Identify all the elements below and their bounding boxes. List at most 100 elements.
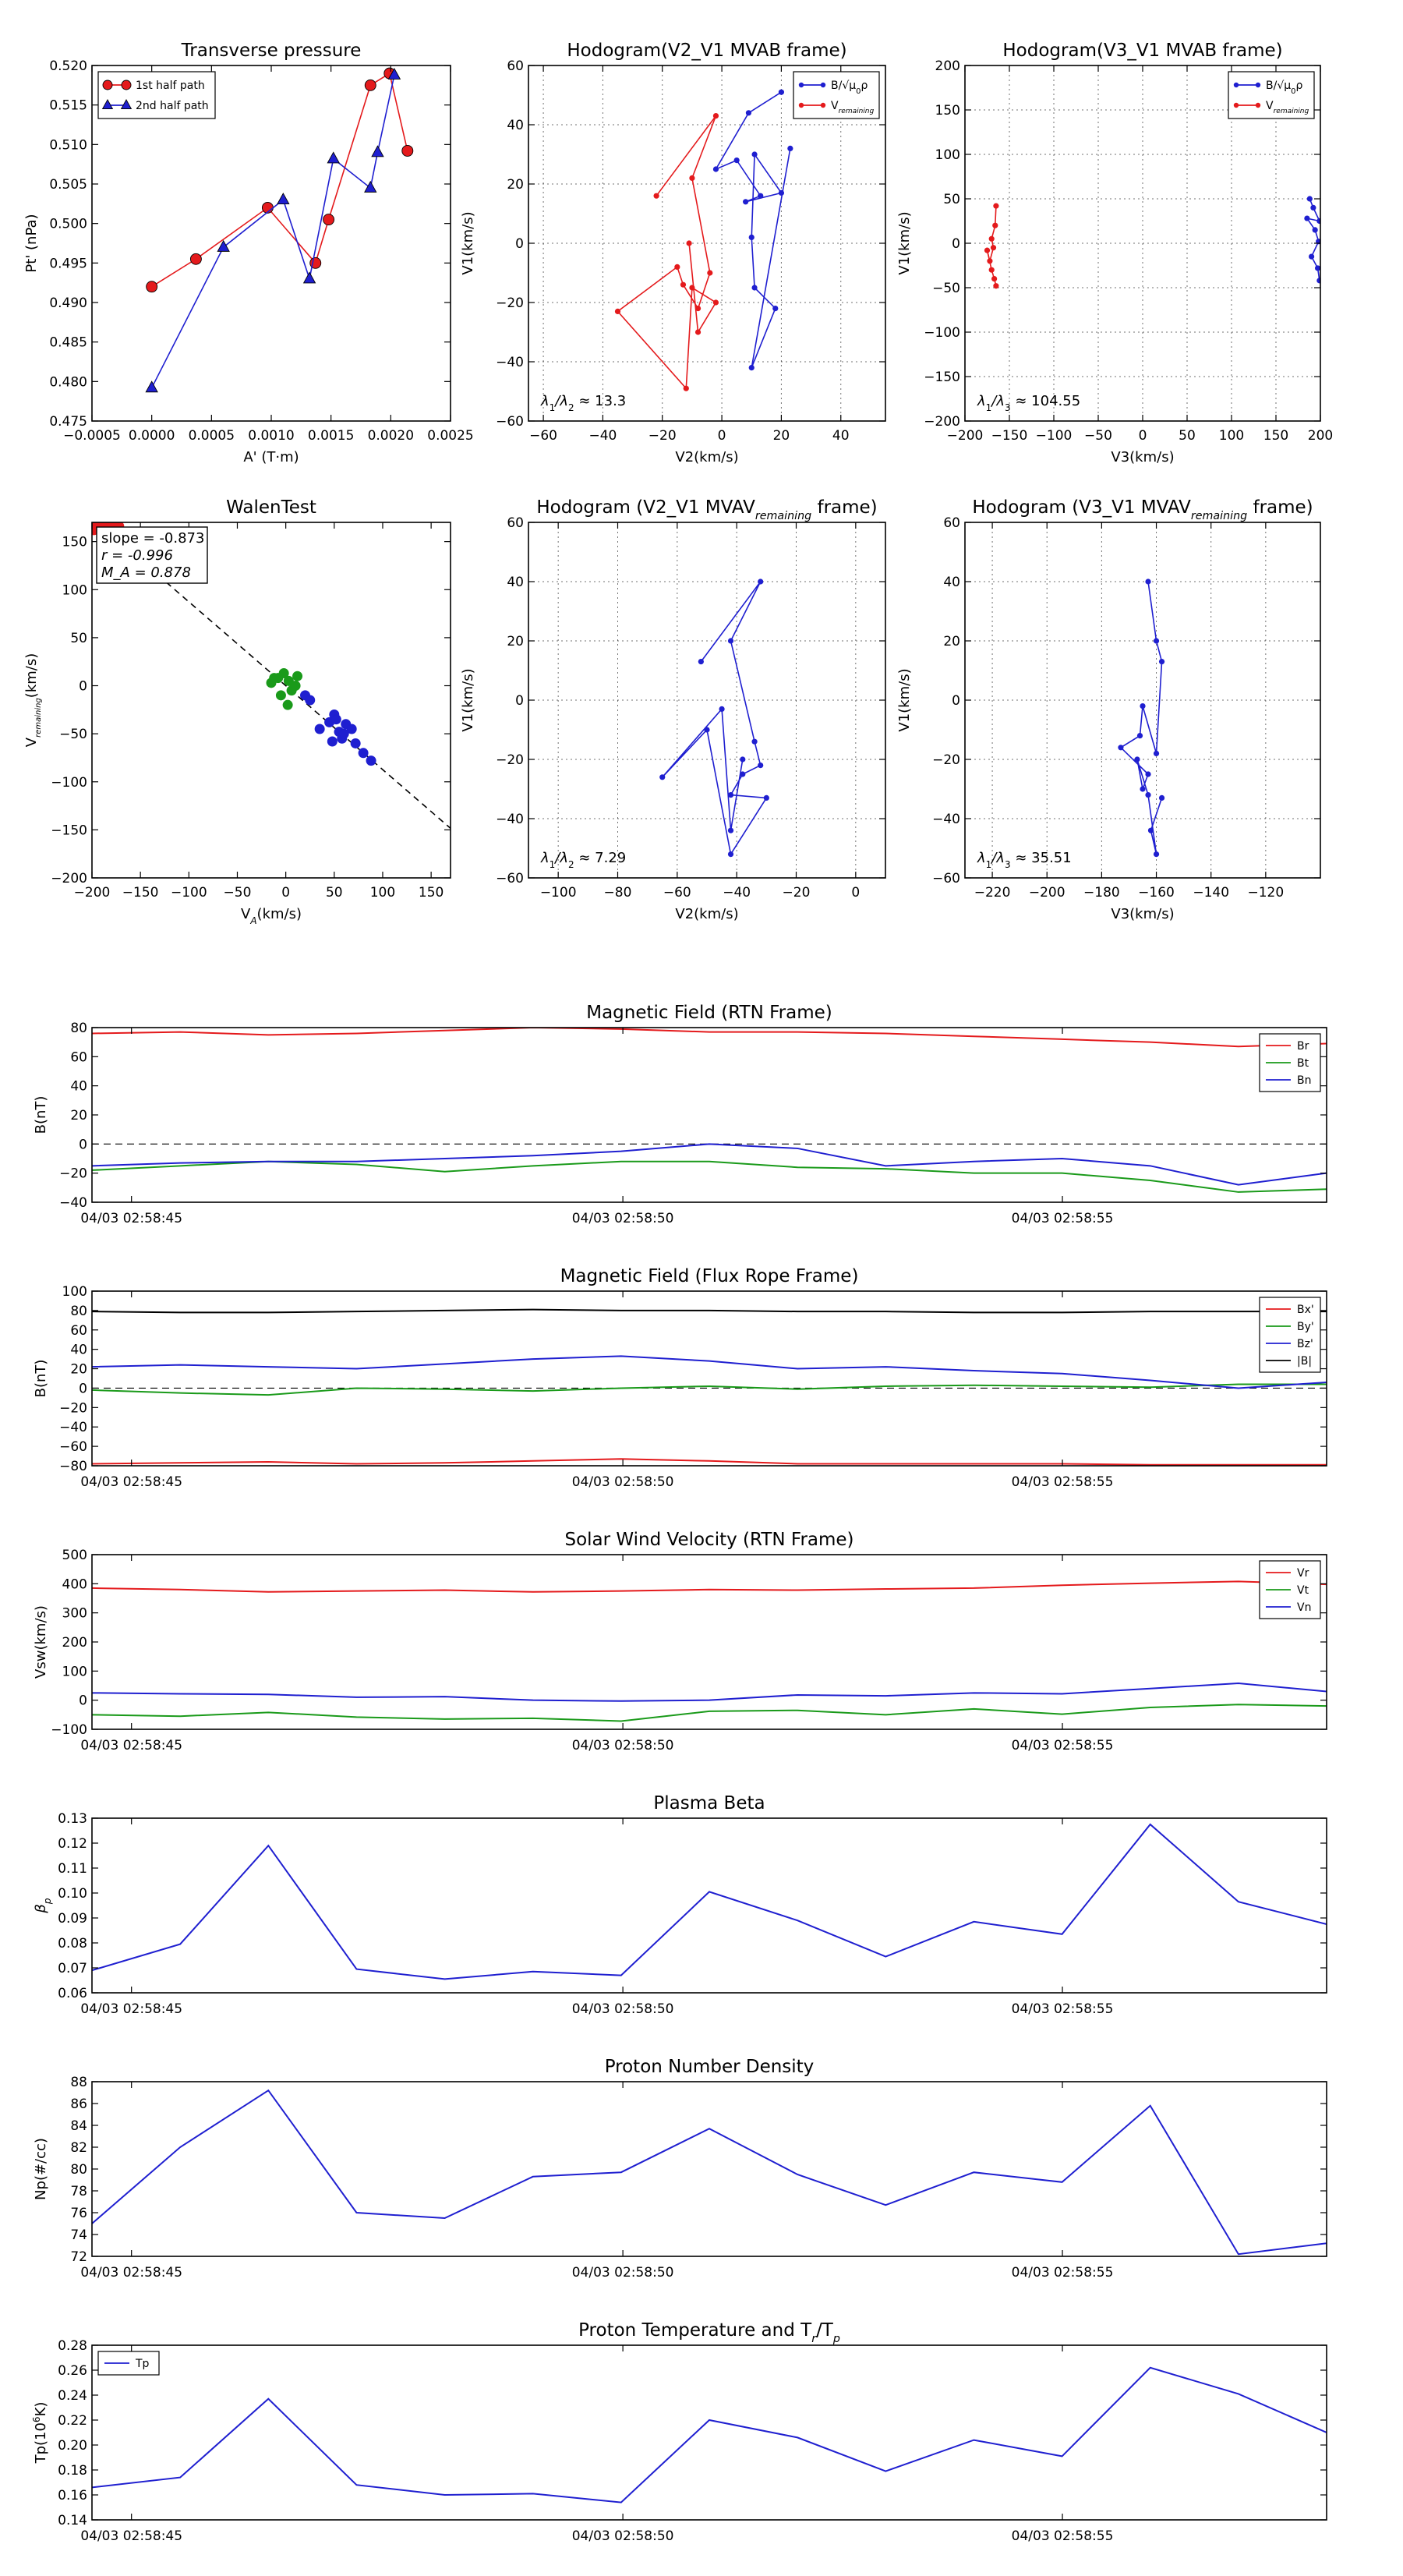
annotation-part: /λ: [553, 393, 568, 409]
data-point: [993, 203, 999, 209]
plot-area: [92, 1028, 1327, 1193]
data-point: [698, 659, 704, 665]
y-tick-label: 40: [943, 575, 960, 590]
y-tick-label: −50: [59, 727, 87, 742]
chart-title: WalenTest: [226, 497, 316, 518]
data-point: [282, 699, 293, 710]
data-point: [683, 385, 689, 391]
x-tick-label: 0: [851, 885, 860, 901]
y-tick-label: 300: [62, 1606, 87, 1622]
x-tick-label: 04/03 02:58:45: [80, 1211, 182, 1226]
legend: Vr Vt Vn: [1259, 1560, 1321, 1619]
legend-marker: [798, 102, 804, 108]
x-tick-label: 150: [419, 885, 444, 901]
y-tick-label: 150: [935, 103, 960, 119]
data-point: [988, 235, 995, 242]
label-part: V: [23, 737, 40, 747]
y-tick-label: −40: [496, 355, 524, 370]
data-point: [145, 380, 158, 393]
y-tick-label: 0.24: [58, 2388, 87, 2404]
data-point: [1153, 750, 1160, 757]
data-point: [745, 110, 752, 116]
legend-label-part: μ: [849, 80, 856, 92]
x-tick-label: 04/03 02:58:50: [572, 1474, 674, 1490]
chart-title-part: Hodogram (V3_V1 MVAV: [972, 497, 1191, 518]
x-tick-label: −100: [1036, 428, 1073, 444]
plot-frame: [91, 1554, 1327, 1730]
x-tick-label: −200: [74, 885, 111, 901]
annotation-part: λ: [540, 850, 550, 866]
data-point: [366, 755, 376, 766]
chart-title: Magnetic Field (Flux Rope Frame): [560, 1266, 859, 1286]
y-tick-label: 0.16: [58, 2488, 87, 2503]
series-line-trace: [1119, 581, 1163, 855]
x-axis-label: V3(km/s): [1111, 906, 1174, 922]
y-axis-label: V1(km/s): [896, 668, 913, 731]
y-tick-label: 74: [70, 2227, 87, 2243]
y-axis-label: B(nT): [33, 1096, 49, 1134]
x-axis-label: A' (T·m): [243, 449, 299, 465]
data-point: [751, 285, 758, 291]
legend-label: By': [1297, 1321, 1314, 1333]
x-tick-label: −150: [991, 428, 1028, 444]
series-line-Tp: [92, 2366, 1327, 2503]
y-tick-label: 0.12: [58, 1836, 87, 1852]
chart-title: Transverse pressure: [181, 41, 362, 61]
plot-area: [145, 67, 414, 393]
plot-area: [92, 2366, 1327, 2503]
plot-area: [965, 522, 1320, 878]
data-point: [1140, 786, 1146, 792]
chart-tp: Transverse pressure 0.475 0.480 0.485 0.490 0…: [23, 41, 474, 465]
chart-title-part: /T: [816, 2320, 834, 2341]
legend-label: Vremaining: [1266, 100, 1309, 115]
annotation-line: M_A = 0.878: [101, 564, 191, 581]
x-tick-label: 04/03 02:58:55: [1012, 1738, 1114, 1753]
y-tick-label: −20: [59, 1166, 87, 1182]
series-line-|B|: [92, 1308, 1327, 1314]
y-tick-label: −60: [932, 871, 960, 886]
chart-ts5: Proton Number Density 72 74 76 78 80 82 84 86 88 0…: [33, 2057, 1327, 2281]
legend-marker: [820, 82, 826, 88]
y-tick-label: 86: [70, 2097, 87, 2112]
data-point: [689, 175, 695, 181]
y-tick-label: 0: [79, 1693, 87, 1709]
x-axis-label: V2(km/s): [675, 906, 738, 922]
y-tick-label: 50: [943, 192, 960, 207]
x-tick-label: −100: [171, 885, 207, 901]
annotation-text: λ1/λ2 ≈ 13.3: [540, 393, 626, 413]
plot-area: [965, 65, 1320, 421]
legend-label: 1st half path: [136, 80, 205, 92]
y-tick-label: 0.26: [58, 2363, 87, 2379]
chart-h3: Hodogram (V2_V1 MVAVremaining frame) −60 −…: [460, 497, 886, 922]
legend-marker: [121, 80, 132, 90]
plot-area: [92, 1308, 1327, 1466]
data-point: [712, 299, 719, 306]
x-tick-label: 04/03 02:58:55: [1012, 2528, 1114, 2544]
y-tick-label: 0.14: [58, 2513, 87, 2528]
y-axis-label: V1(km/s): [460, 211, 476, 274]
y-tick-label: 60: [507, 58, 524, 74]
data-point: [358, 748, 369, 759]
data-point: [758, 193, 764, 199]
x-tick-label: 04/03 02:58:55: [1012, 2001, 1114, 2017]
legend: Bx' By' Bz' |B|: [1259, 1297, 1321, 1373]
data-point: [292, 671, 303, 681]
x-tick-label: 04/03 02:58:45: [80, 1474, 182, 1490]
data-point: [751, 738, 758, 745]
chart-ts3: Solar Wind Velocity (RTN Frame) −100 0 100 2…: [33, 1530, 1327, 1753]
y-tick-label: 0.500: [49, 217, 87, 232]
chart-title-part: Hodogram (V2_V1 MVAV: [536, 497, 755, 518]
y-tick-label: 0.490: [49, 295, 87, 311]
chart-title-part: frame): [1247, 497, 1313, 518]
y-tick-label: 0.510: [49, 137, 87, 153]
data-point: [993, 283, 999, 289]
chart-h4: Hodogram (V3_V1 MVAVremaining frame)−60−…: [896, 497, 1321, 922]
y-tick-label: 20: [507, 177, 524, 193]
y-axis-label: Tp(106K): [31, 2402, 49, 2465]
x-tick-label: 04/03 02:58:45: [80, 1738, 182, 1753]
annotation-part: /λ: [553, 850, 568, 866]
series-line-beta: [92, 1823, 1327, 1980]
y-tick-label: 80: [70, 1021, 87, 1036]
data-point: [1134, 756, 1140, 763]
annotation-part: λ: [977, 393, 986, 409]
